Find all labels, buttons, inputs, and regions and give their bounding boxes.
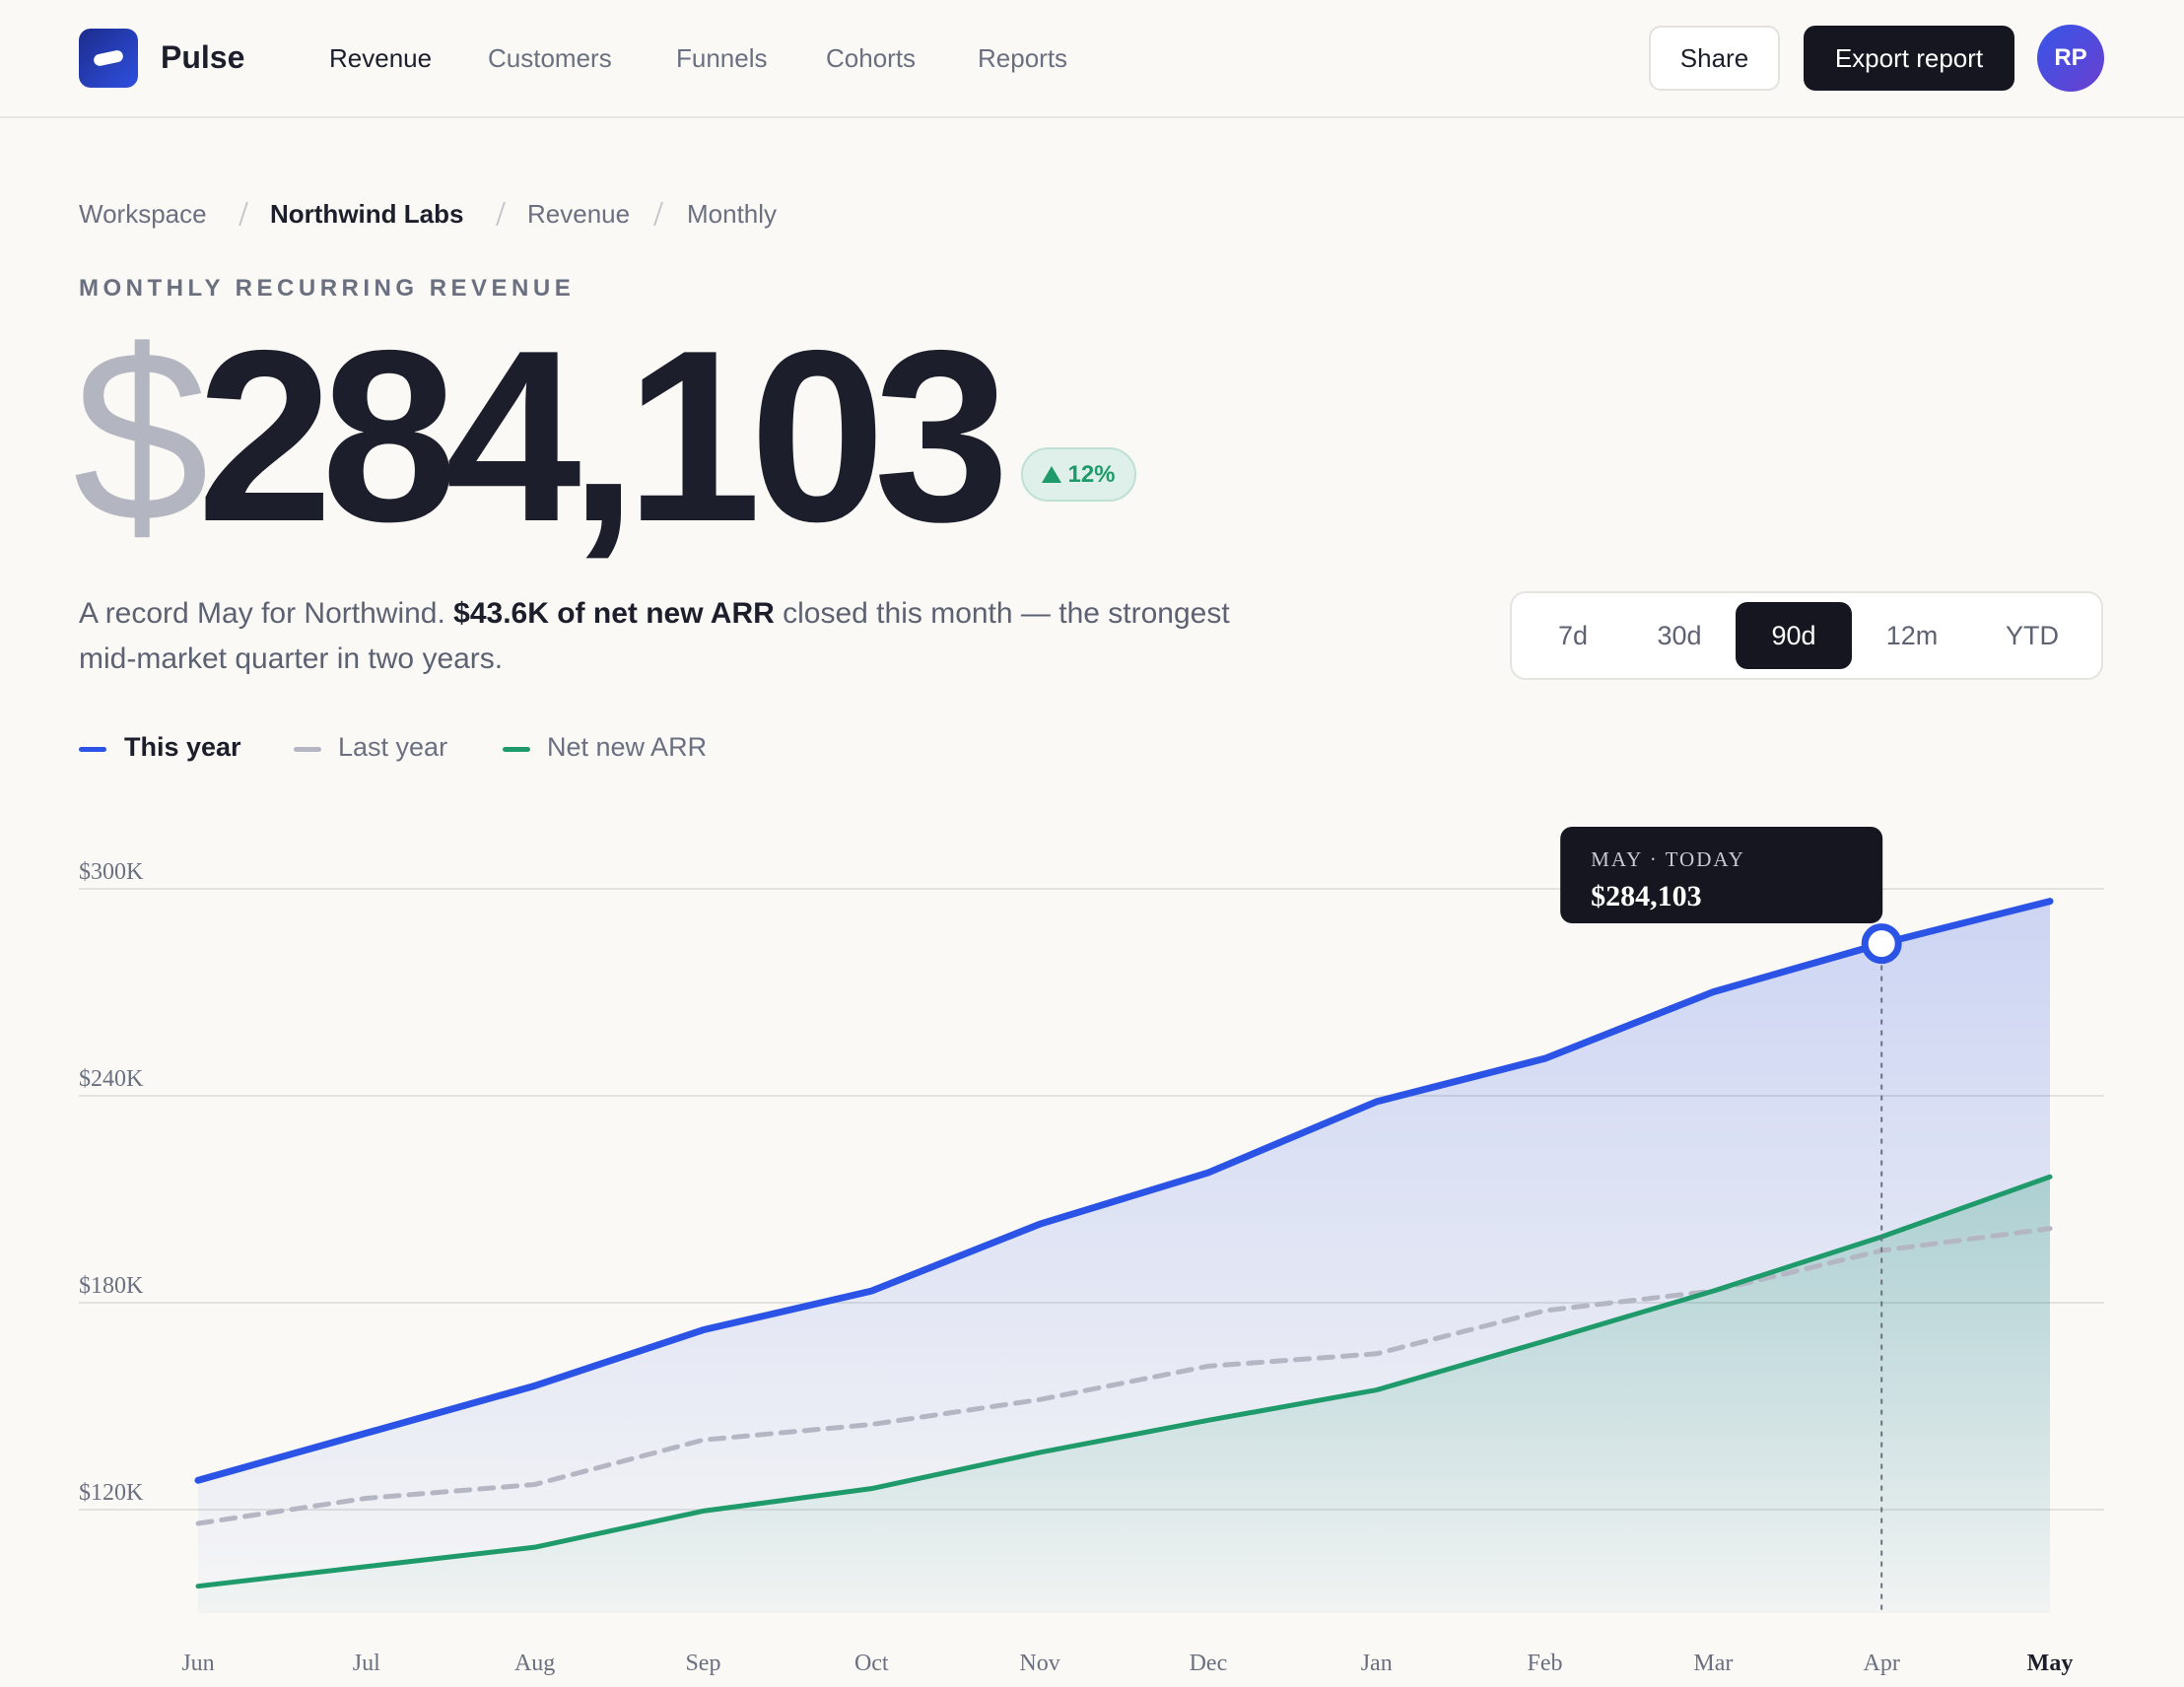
top-nav xyxy=(0,0,2184,118)
amount: 284,103 xyxy=(196,299,1009,573)
series-area xyxy=(198,1177,2050,1613)
hover-point xyxy=(1861,923,1902,965)
nav-link[interactable]: Customers xyxy=(488,43,612,73)
x-tick-label: Mar xyxy=(1693,1651,1733,1676)
x-tick-label: Jul xyxy=(353,1651,380,1676)
summary-lead: A record May for Northwind. xyxy=(79,597,445,630)
tooltip-value: $284,103 xyxy=(1591,880,1702,912)
range-option[interactable]: YTD xyxy=(2006,620,2059,650)
nav-link[interactable]: Cohorts xyxy=(826,43,917,73)
x-tick-label: Feb xyxy=(1528,1651,1563,1676)
logo[interactable] xyxy=(79,29,138,88)
x-tick-label: Apr xyxy=(1864,1651,1900,1676)
legend-label[interactable]: This year xyxy=(124,732,241,762)
kpi-value: $284,103 xyxy=(73,313,1009,558)
summary-rest: closed this month — the strongest mid-ma… xyxy=(79,597,1230,675)
tooltip xyxy=(1560,827,1883,923)
legend-label[interactable]: Last year xyxy=(338,732,448,762)
x-tick-label: May xyxy=(2027,1651,2074,1676)
range-selector: 7d 30d 90d 12m YTD xyxy=(1510,591,2103,680)
legend-swatch xyxy=(503,747,530,752)
breadcrumb[interactable]: Revenue xyxy=(527,199,631,229)
range-option[interactable]: 12m xyxy=(1885,620,1939,650)
range-option[interactable]: 90d xyxy=(1736,602,1852,669)
avatar[interactable]: RP xyxy=(2037,25,2104,92)
x-tick-label: Jan xyxy=(1361,1651,1393,1676)
x-tick-label: Dec xyxy=(1190,1651,1228,1676)
x-tick-label: Sep xyxy=(685,1651,720,1676)
export-button[interactable]: Export report xyxy=(1804,26,2014,91)
legend-swatch xyxy=(79,747,106,752)
y-tick-label: $300K xyxy=(79,859,144,885)
breadcrumb[interactable]: Monthly xyxy=(687,199,778,229)
y-tick-label: $180K xyxy=(79,1273,144,1299)
y-tick-label: $240K xyxy=(79,1066,144,1092)
x-tick-label: Aug xyxy=(514,1651,555,1676)
nav-link[interactable]: Revenue xyxy=(329,43,433,73)
currency: $ xyxy=(73,299,209,573)
nav-link[interactable]: Funnels xyxy=(676,43,768,73)
share-button[interactable]: Share xyxy=(1649,26,1780,91)
legend-swatch xyxy=(294,747,321,752)
range-option[interactable]: 7d xyxy=(1557,620,1589,650)
change: 12% xyxy=(1067,460,1116,488)
tooltip-title: MAY · TODAY xyxy=(1591,847,1745,871)
series-line xyxy=(195,1174,2053,1589)
range-option[interactable]: 30d xyxy=(1657,620,1702,650)
change-badge: 12% xyxy=(1021,447,1136,502)
series-line xyxy=(194,898,2054,1484)
summary-highlight: $43.6K of net new ARR xyxy=(453,597,775,630)
x-tick-label: Oct xyxy=(854,1651,889,1676)
breadcrumb[interactable]: Northwind Labs xyxy=(270,199,464,229)
y-tick-label: $120K xyxy=(79,1480,144,1506)
legend-label[interactable]: Net new ARR xyxy=(547,732,708,762)
kpi-label: MONTHLY RECURRING REVENUE xyxy=(79,275,576,302)
x-tick-label: Nov xyxy=(1019,1651,1059,1676)
summary: A record May for Northwind. $43.6K of ne… xyxy=(79,591,1242,682)
nav-link[interactable]: Reports xyxy=(978,43,1068,73)
brand[interactable]: Pulse xyxy=(161,39,245,75)
breadcrumb[interactable]: Workspace xyxy=(79,199,207,229)
x-tick-label: Jun xyxy=(181,1651,214,1676)
